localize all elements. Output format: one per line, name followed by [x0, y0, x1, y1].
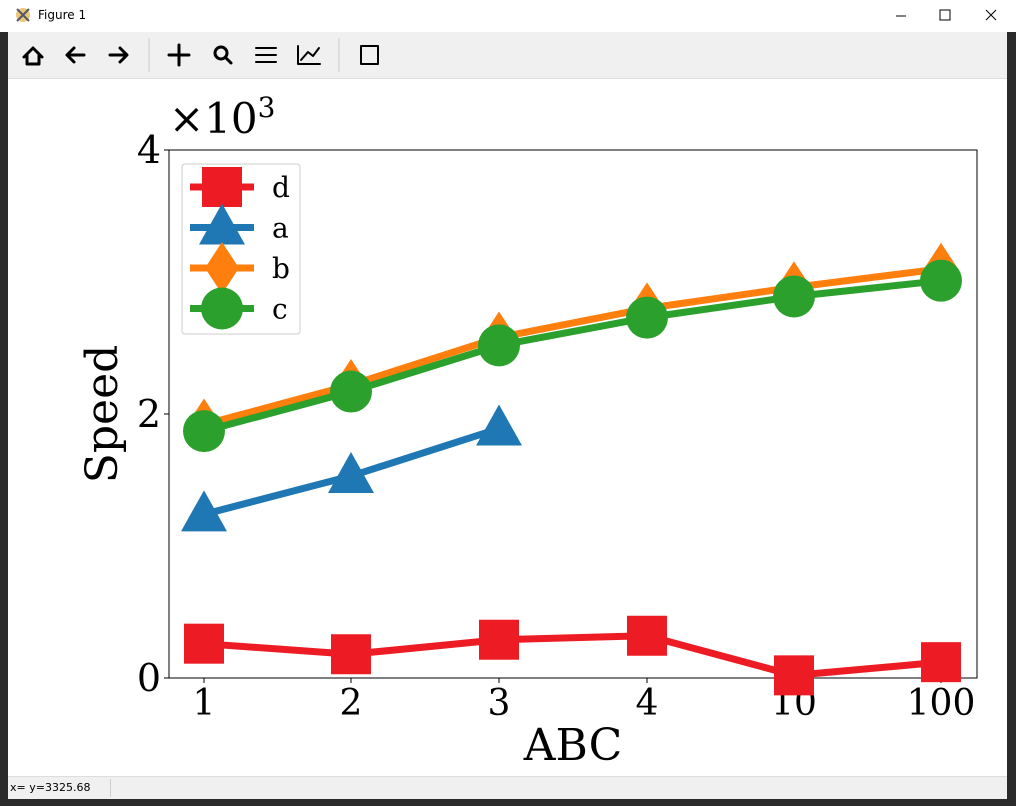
marker — [328, 452, 374, 494]
marker — [479, 619, 519, 660]
window-title: Figure 1 — [38, 8, 87, 22]
legend-label: d — [272, 171, 290, 204]
x-tick-label: 2 — [340, 683, 363, 724]
save-button[interactable] — [360, 45, 379, 65]
y-tick-label: 4 — [137, 128, 161, 172]
marker — [201, 287, 243, 330]
marker — [921, 642, 961, 683]
separator — [110, 779, 111, 797]
series-line — [203, 632, 942, 679]
legend-label: b — [272, 252, 290, 285]
y-tick-label: 0 — [137, 656, 161, 700]
offset-exponent: 3 — [258, 91, 276, 124]
back-button[interactable] — [65, 46, 86, 64]
forward-button[interactable] — [108, 46, 129, 64]
x-tick-label: 100 — [907, 683, 976, 724]
legend-label: a — [272, 212, 289, 245]
marker — [331, 634, 371, 675]
zoom-button[interactable] — [213, 45, 233, 65]
marker — [199, 203, 245, 245]
y-tick-label: 2 — [137, 392, 161, 436]
marker — [773, 275, 815, 318]
pan-button[interactable] — [167, 43, 191, 67]
toolbar-icons — [22, 38, 379, 72]
y-axis-label: Speed — [77, 345, 128, 484]
marker — [627, 615, 667, 656]
marker — [205, 242, 239, 294]
offset-text: ×103 — [169, 91, 275, 143]
marker — [774, 655, 814, 696]
x-tick-label: 1 — [193, 683, 216, 724]
offset-base: ×10 — [169, 94, 258, 143]
x-tick-label: 3 — [488, 683, 511, 724]
figure: 0 2 4 1 2 3 4 10 100 ×103 ABC Speed d a b c — [8, 79, 1007, 776]
marker — [476, 404, 522, 446]
status-text: x= y=3325.68 — [10, 781, 91, 794]
marker — [184, 623, 224, 664]
maximize-button[interactable] — [939, 9, 951, 21]
window-controls — [896, 9, 997, 21]
edit-button[interactable] — [297, 45, 321, 65]
marker — [181, 490, 227, 532]
app-icon — [16, 8, 30, 22]
home-button[interactable] — [22, 46, 44, 66]
title-bar: Figure 1 — [0, 0, 1016, 32]
close-button[interactable] — [985, 9, 997, 21]
status-bar: x= y=3325.68 — [8, 776, 1007, 799]
marker — [626, 296, 668, 339]
x-tick-label: 4 — [636, 683, 659, 724]
x-axis-label: ABC — [523, 720, 623, 771]
marker — [183, 410, 225, 453]
legend-label: c — [272, 293, 288, 326]
marker — [920, 259, 962, 302]
marker — [478, 324, 520, 367]
marker — [202, 167, 242, 207]
marker — [330, 370, 372, 413]
series-line — [203, 265, 942, 428]
series-line — [203, 277, 942, 435]
configure-button[interactable] — [255, 47, 277, 63]
toolbar — [8, 32, 1007, 79]
